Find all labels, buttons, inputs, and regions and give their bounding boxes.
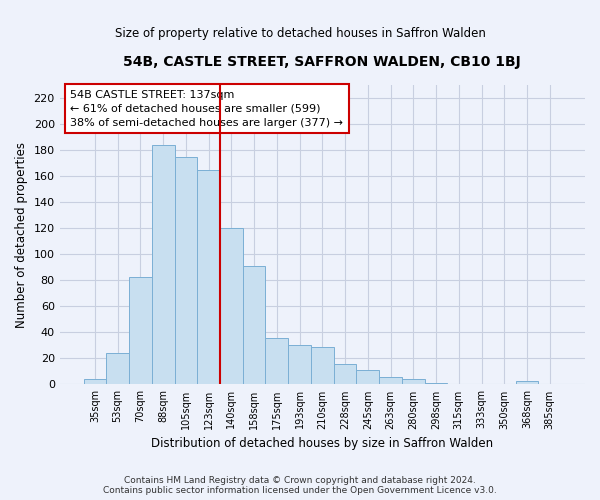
Bar <box>311 346 334 385</box>
X-axis label: Distribution of detached houses by size in Saffron Walden: Distribution of detached houses by size … <box>151 437 493 450</box>
Bar <box>265 338 288 384</box>
Bar <box>402 379 425 384</box>
Bar <box>106 353 129 384</box>
Bar <box>220 228 243 384</box>
Bar <box>129 276 152 384</box>
Bar <box>243 266 265 384</box>
Y-axis label: Number of detached properties: Number of detached properties <box>15 142 28 328</box>
Bar <box>197 170 220 384</box>
Bar <box>356 370 379 384</box>
Bar <box>425 383 448 384</box>
Bar <box>175 157 197 384</box>
Text: Size of property relative to detached houses in Saffron Walden: Size of property relative to detached ho… <box>115 28 485 40</box>
Bar <box>288 346 311 385</box>
Bar <box>152 145 175 384</box>
Bar <box>334 364 356 384</box>
Text: Contains HM Land Registry data © Crown copyright and database right 2024.
Contai: Contains HM Land Registry data © Crown c… <box>103 476 497 495</box>
Bar <box>515 380 538 384</box>
Title: 54B, CASTLE STREET, SAFFRON WALDEN, CB10 1BJ: 54B, CASTLE STREET, SAFFRON WALDEN, CB10… <box>124 55 521 69</box>
Text: 54B CASTLE STREET: 137sqm
← 61% of detached houses are smaller (599)
38% of semi: 54B CASTLE STREET: 137sqm ← 61% of detac… <box>70 90 343 128</box>
Bar <box>83 379 106 384</box>
Bar <box>379 376 402 384</box>
